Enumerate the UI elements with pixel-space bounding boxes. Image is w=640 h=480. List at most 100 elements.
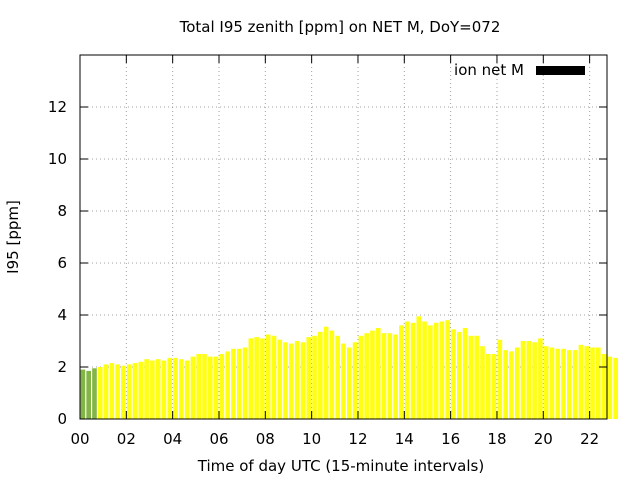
bar xyxy=(306,337,312,419)
x-tick-label: 18 xyxy=(487,430,506,448)
bar xyxy=(283,342,288,419)
bar xyxy=(439,321,445,419)
bar xyxy=(225,351,230,419)
bar xyxy=(126,364,132,419)
bar xyxy=(543,346,549,419)
y-tick-label: 10 xyxy=(48,150,67,168)
bar xyxy=(254,337,259,419)
x-tick-label: 08 xyxy=(256,430,275,448)
bar xyxy=(213,356,219,419)
bar xyxy=(561,348,566,419)
bar xyxy=(480,346,485,419)
bar xyxy=(109,363,115,419)
bar xyxy=(370,330,375,419)
bar xyxy=(491,354,497,419)
y-tick-label: 0 xyxy=(57,410,67,428)
x-tick-label: 12 xyxy=(348,430,367,448)
bar xyxy=(381,333,387,419)
bar xyxy=(514,347,520,419)
y-tick-labels: 0 2 4 6 8 10 12 xyxy=(48,98,67,428)
bar xyxy=(538,338,543,419)
bar xyxy=(549,347,555,419)
bar xyxy=(294,341,300,419)
x-axis-label: Time of day UTC (15-minute intervals) xyxy=(197,457,484,475)
y-tick-label: 4 xyxy=(57,306,67,324)
bar xyxy=(138,361,144,419)
y-axis-label: I95 [ppm] xyxy=(4,200,22,274)
bar xyxy=(103,364,109,419)
bar xyxy=(86,370,91,419)
bar xyxy=(445,320,451,419)
bar xyxy=(404,321,410,419)
bars xyxy=(80,316,618,419)
bar xyxy=(92,368,97,419)
legend-swatch xyxy=(536,66,585,75)
x-tick-label: 20 xyxy=(534,430,553,448)
x-tick-label: 14 xyxy=(395,430,414,448)
bar xyxy=(399,325,404,419)
bar xyxy=(468,335,474,419)
bar xyxy=(393,334,398,419)
x-tick-label: 00 xyxy=(70,430,89,448)
bar xyxy=(567,350,572,419)
bar xyxy=(150,360,155,419)
bar xyxy=(375,328,381,419)
bar xyxy=(474,335,480,419)
bar xyxy=(509,351,514,419)
bar xyxy=(416,316,422,419)
bar xyxy=(555,348,561,419)
x-tick-label: 04 xyxy=(163,430,182,448)
bar xyxy=(462,328,468,419)
bar xyxy=(196,354,202,419)
bar xyxy=(132,363,138,419)
bar xyxy=(341,343,346,419)
bar xyxy=(433,322,439,419)
bar xyxy=(202,354,207,419)
bar xyxy=(115,364,120,419)
bar xyxy=(457,331,462,419)
bar xyxy=(410,322,416,419)
bar xyxy=(167,357,173,419)
bar xyxy=(387,333,393,419)
bar xyxy=(265,334,271,419)
bar xyxy=(271,335,277,419)
bar xyxy=(121,365,126,419)
bar xyxy=(352,342,358,419)
bar xyxy=(179,359,184,419)
bar xyxy=(358,335,364,419)
bar xyxy=(190,356,196,419)
bar xyxy=(572,350,578,419)
x-tick-label: 22 xyxy=(580,430,599,448)
bar xyxy=(248,338,254,419)
bar xyxy=(607,356,613,419)
bar xyxy=(173,357,178,419)
bar xyxy=(497,339,503,419)
bar xyxy=(323,326,329,419)
bar xyxy=(578,344,584,419)
bar xyxy=(318,331,323,419)
bar xyxy=(236,348,242,419)
bar xyxy=(144,359,149,419)
y-tick-label: 6 xyxy=(57,254,67,272)
bar xyxy=(219,354,225,419)
bar xyxy=(364,333,369,419)
bar xyxy=(80,369,86,419)
bar xyxy=(207,356,213,419)
bar xyxy=(590,347,595,419)
bar xyxy=(601,354,607,419)
legend: ion net M xyxy=(454,61,585,79)
x-tick-label: 16 xyxy=(441,430,460,448)
legend-label: ion net M xyxy=(454,61,524,79)
x-tick-label: 02 xyxy=(117,430,136,448)
bar xyxy=(242,347,248,419)
bar xyxy=(312,335,317,419)
plot-frame xyxy=(79,54,608,420)
bar xyxy=(526,341,532,419)
bar xyxy=(231,348,236,419)
bar xyxy=(260,338,265,419)
bar xyxy=(596,347,601,419)
chart-title: Total I95 zenith [ppm] on NET M, DoY=072 xyxy=(179,18,501,36)
bar xyxy=(97,367,103,419)
bar xyxy=(335,335,341,419)
